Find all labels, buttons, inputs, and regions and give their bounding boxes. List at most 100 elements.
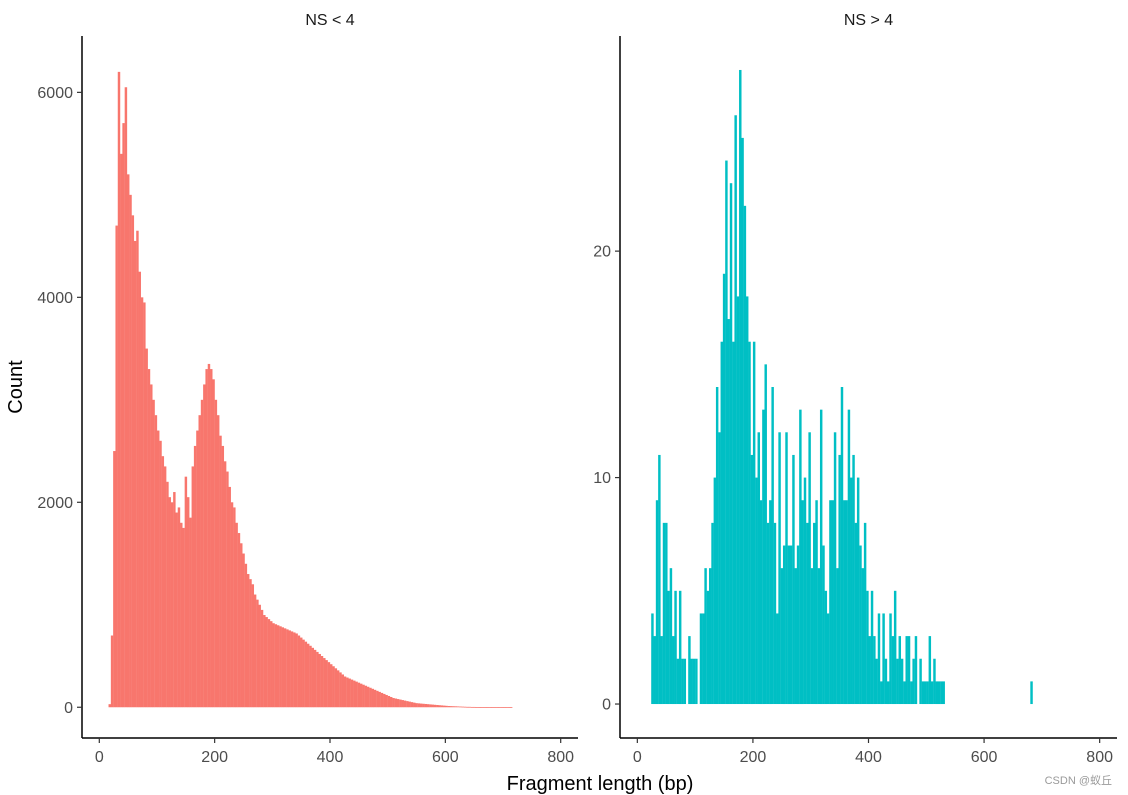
histogram-bar	[302, 639, 305, 708]
histogram-bar	[456, 706, 460, 708]
histogram-bar	[752, 341, 756, 705]
histogram-bar	[387, 695, 391, 708]
histogram-bar	[415, 703, 418, 708]
histogram-bar	[803, 477, 807, 705]
histogram-bar	[745, 296, 749, 705]
histogram-bar	[124, 87, 128, 708]
histogram-bar	[161, 456, 165, 708]
histogram-bar	[826, 613, 830, 705]
histogram-bar	[831, 500, 834, 705]
histogram-bar	[882, 613, 885, 705]
watermark: CSDN @蚁丘	[1045, 774, 1112, 787]
histogram-bar	[466, 706, 469, 708]
panel-label: NS > 4	[844, 12, 893, 29]
histogram-bar	[840, 387, 844, 705]
histogram-bar	[258, 604, 261, 708]
histogram-bar	[780, 568, 784, 705]
histogram-bar	[316, 651, 319, 708]
histogram-bar	[1030, 681, 1033, 705]
histogram-bar	[743, 205, 747, 705]
histogram-bar	[110, 635, 114, 708]
histogram-bar	[145, 348, 148, 708]
histogram-bar	[674, 590, 677, 705]
histogram-bar	[898, 636, 902, 705]
histogram-bar	[237, 533, 241, 708]
histogram-bar	[117, 71, 121, 708]
histogram-bar	[718, 432, 721, 705]
histogram-bar	[406, 701, 409, 708]
histogram-bar	[653, 636, 656, 705]
histogram-bar	[822, 545, 825, 705]
x-tick-label: 0	[95, 749, 104, 766]
histogram-bar	[695, 658, 698, 705]
histogram-bar	[734, 115, 737, 705]
histogram-bar	[940, 681, 943, 705]
histogram-bar	[766, 522, 770, 705]
histogram-bar	[318, 653, 321, 708]
histogram-bar	[394, 698, 398, 708]
histogram-bar	[503, 707, 506, 708]
histogram-bar	[854, 522, 858, 705]
panel-ns-lt-4: NS < 4 0 2000 4000 6000 0 200 400 600 800	[37, 12, 578, 766]
histogram-bar	[143, 302, 146, 708]
histogram-bar	[364, 685, 368, 708]
histogram-bar	[806, 522, 809, 705]
histogram-bar	[265, 617, 268, 708]
histogram-bar	[226, 471, 229, 708]
histogram-bar	[681, 658, 684, 705]
histogram-bar	[228, 486, 231, 708]
histogram-bar	[669, 568, 673, 705]
histogram-bar	[833, 432, 837, 705]
histogram-bar	[293, 632, 296, 708]
histogram-bar	[672, 636, 675, 705]
histogram-bar	[419, 703, 423, 708]
x-tick-label: 0	[633, 749, 642, 766]
histogram-bar	[801, 500, 804, 705]
histogram-bar	[396, 699, 400, 708]
histogram-bar	[769, 500, 772, 705]
histogram-bar	[270, 621, 273, 708]
histogram-bar	[873, 636, 876, 705]
histogram-bar	[380, 692, 384, 708]
histogram-bar	[297, 635, 301, 708]
histogram-bar	[829, 500, 832, 705]
y-axis-title: Count	[5, 360, 27, 414]
histogram-bar	[651, 613, 654, 705]
histogram-bar	[304, 641, 308, 708]
histogram-bar	[706, 590, 710, 705]
histogram-bar	[741, 137, 744, 705]
histogram-bar	[893, 590, 897, 705]
histogram-bar	[935, 681, 938, 705]
histogram-bar	[928, 636, 932, 705]
histogram-bar	[288, 630, 291, 708]
histogram-bar	[180, 522, 183, 708]
histogram-bar	[785, 432, 788, 705]
histogram-bar	[313, 649, 317, 708]
histogram-bar	[711, 522, 714, 705]
histogram-bar	[198, 415, 201, 708]
histogram-bar	[838, 454, 841, 705]
histogram-bar	[233, 507, 236, 708]
x-tick-label: 600	[971, 749, 998, 766]
histogram-bar	[410, 702, 414, 708]
histogram-bar	[389, 697, 393, 708]
x-axis-title: Fragment length (bp)	[507, 773, 694, 795]
histogram-bar	[445, 705, 448, 708]
histogram-bar	[334, 668, 338, 708]
histogram-bar	[866, 590, 869, 705]
histogram-bar	[914, 636, 918, 705]
histogram-bar	[295, 633, 298, 708]
histogram-bar	[477, 707, 481, 708]
histogram-bar	[454, 706, 458, 708]
histogram-bar	[330, 664, 333, 708]
histogram-bar	[500, 707, 504, 708]
histogram-bar	[722, 273, 726, 705]
histogram-bar	[921, 681, 925, 705]
histogram-bar	[796, 545, 800, 705]
y-tick-label: 6000	[37, 85, 73, 102]
x-tick-label: 600	[432, 749, 459, 766]
histogram-bar	[184, 476, 188, 708]
histogram-bar	[912, 658, 915, 705]
histogram-bar	[403, 700, 407, 708]
